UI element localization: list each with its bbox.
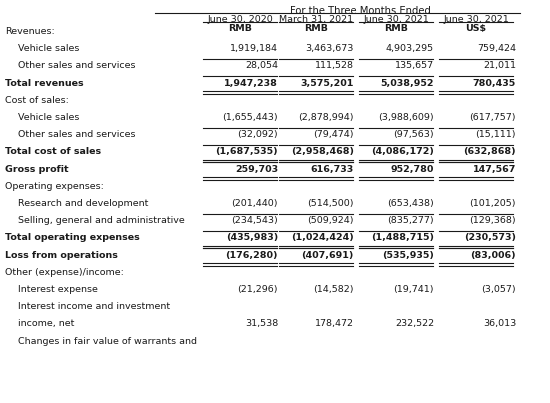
Text: (21,296): (21,296) — [238, 285, 278, 294]
Text: Total cost of sales: Total cost of sales — [5, 147, 101, 156]
Text: Revenues:: Revenues: — [5, 27, 55, 36]
Text: (230,573): (230,573) — [464, 233, 516, 242]
Text: (97,563): (97,563) — [393, 130, 434, 139]
Text: 147,567: 147,567 — [472, 164, 516, 174]
Text: RMB: RMB — [304, 24, 328, 33]
Text: Other sales and services: Other sales and services — [18, 61, 135, 71]
Text: (234,543): (234,543) — [231, 216, 278, 225]
Text: 111,528: 111,528 — [315, 61, 354, 71]
Text: 780,435: 780,435 — [473, 79, 516, 87]
Text: Loss from operations: Loss from operations — [5, 251, 118, 260]
Text: (407,691): (407,691) — [301, 251, 354, 260]
Text: (3,057): (3,057) — [481, 285, 516, 294]
Text: (15,111): (15,111) — [476, 130, 516, 139]
Text: 4,903,295: 4,903,295 — [386, 44, 434, 53]
Text: RMB: RMB — [384, 24, 408, 33]
Text: (129,368): (129,368) — [469, 216, 516, 225]
Text: March 31, 2021: March 31, 2021 — [279, 15, 353, 24]
Text: (509,924): (509,924) — [307, 216, 354, 225]
Text: Other sales and services: Other sales and services — [18, 130, 135, 139]
Text: 759,424: 759,424 — [477, 44, 516, 53]
Text: income, net: income, net — [18, 319, 74, 328]
Text: Other (expense)/income:: Other (expense)/income: — [5, 268, 124, 277]
Text: 259,703: 259,703 — [235, 164, 278, 174]
Text: 135,657: 135,657 — [395, 61, 434, 71]
Text: 178,472: 178,472 — [315, 319, 354, 328]
Text: (4,086,172): (4,086,172) — [371, 147, 434, 156]
Text: (535,935): (535,935) — [382, 251, 434, 260]
Text: Total operating expenses: Total operating expenses — [5, 233, 140, 242]
Text: 28,054: 28,054 — [245, 61, 278, 71]
Text: For the Three Months Ended: For the Three Months Ended — [289, 6, 431, 16]
Text: RMB: RMB — [228, 24, 252, 33]
Text: Cost of sales:: Cost of sales: — [5, 96, 69, 105]
Text: (83,006): (83,006) — [470, 251, 516, 260]
Text: (1,024,424): (1,024,424) — [292, 233, 354, 242]
Text: June 30, 2021: June 30, 2021 — [363, 15, 429, 24]
Text: (653,438): (653,438) — [387, 199, 434, 208]
Text: 31,538: 31,538 — [245, 319, 278, 328]
Text: Interest income and investment: Interest income and investment — [18, 302, 170, 311]
Text: (617,757): (617,757) — [470, 113, 516, 122]
Text: (19,741): (19,741) — [393, 285, 434, 294]
Text: US$: US$ — [465, 24, 487, 33]
Text: Research and development: Research and development — [18, 199, 149, 208]
Text: 952,780: 952,780 — [390, 164, 434, 174]
Text: Total revenues: Total revenues — [5, 79, 84, 87]
Text: 3,463,673: 3,463,673 — [306, 44, 354, 53]
Text: (79,474): (79,474) — [314, 130, 354, 139]
Text: (835,277): (835,277) — [387, 216, 434, 225]
Text: (632,868): (632,868) — [463, 147, 516, 156]
Text: June 30, 2020: June 30, 2020 — [207, 15, 273, 24]
Text: (201,440): (201,440) — [232, 199, 278, 208]
Text: (435,983): (435,983) — [226, 233, 278, 242]
Text: June 30, 2021: June 30, 2021 — [443, 15, 509, 24]
Text: 616,733: 616,733 — [311, 164, 354, 174]
Text: (2,958,468): (2,958,468) — [291, 147, 354, 156]
Text: Changes in fair value of warrants and: Changes in fair value of warrants and — [18, 337, 197, 345]
Text: Gross profit: Gross profit — [5, 164, 69, 174]
Text: Interest expense: Interest expense — [18, 285, 98, 294]
Text: 1,919,184: 1,919,184 — [230, 44, 278, 53]
Text: Selling, general and administrative: Selling, general and administrative — [18, 216, 185, 225]
Text: (1,687,535): (1,687,535) — [216, 147, 278, 156]
Text: (3,988,609): (3,988,609) — [378, 113, 434, 122]
Text: 5,038,952: 5,038,952 — [381, 79, 434, 87]
Text: (1,655,443): (1,655,443) — [222, 113, 278, 122]
Text: 21,011: 21,011 — [483, 61, 516, 71]
Text: Vehicle sales: Vehicle sales — [18, 44, 79, 53]
Text: (32,092): (32,092) — [238, 130, 278, 139]
Text: (176,280): (176,280) — [226, 251, 278, 260]
Text: 3,575,201: 3,575,201 — [301, 79, 354, 87]
Text: 36,013: 36,013 — [483, 319, 516, 328]
Text: (14,582): (14,582) — [314, 285, 354, 294]
Text: Operating expenses:: Operating expenses: — [5, 182, 104, 191]
Text: Vehicle sales: Vehicle sales — [18, 113, 79, 122]
Text: 1,947,238: 1,947,238 — [224, 79, 278, 87]
Text: (101,205): (101,205) — [470, 199, 516, 208]
Text: (1,488,715): (1,488,715) — [371, 233, 434, 242]
Text: 232,522: 232,522 — [395, 319, 434, 328]
Text: (514,500): (514,500) — [307, 199, 354, 208]
Text: (2,878,994): (2,878,994) — [299, 113, 354, 122]
